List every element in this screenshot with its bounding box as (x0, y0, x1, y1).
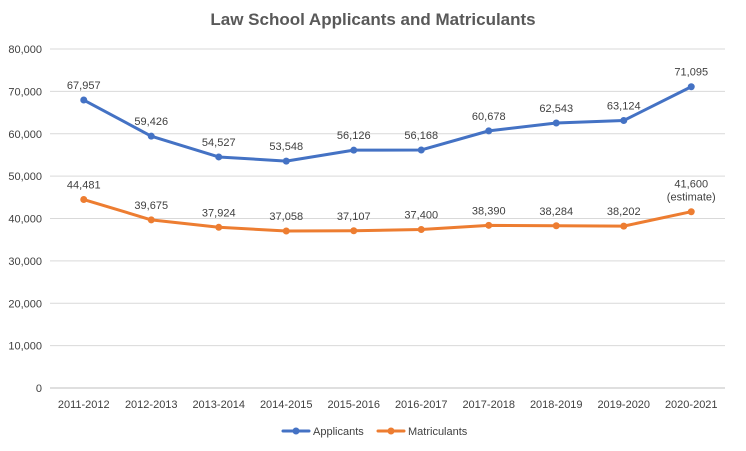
x-tick-label: 2020-2021 (665, 399, 718, 411)
data-point-applicants (147, 132, 155, 140)
data-point-applicants (215, 153, 223, 161)
data-point-matriculants (552, 222, 560, 230)
data-label: 53,548 (269, 141, 303, 153)
series-line-applicants (82, 85, 693, 163)
data-label: 56,126 (337, 130, 371, 142)
y-tick-label: 20,000 (8, 298, 42, 310)
data-label: 54,527 (202, 137, 236, 149)
x-tick-label: 2013-2014 (192, 399, 245, 411)
data-label: 37,924 (202, 207, 236, 219)
data-point-matriculants (215, 223, 223, 231)
data-point-matriculants (485, 221, 493, 229)
data-point-matriculants (147, 216, 155, 224)
legend-label-applicants: Applicants (313, 426, 364, 438)
legend-label-matriculants: Matriculants (408, 426, 468, 438)
x-tick-label: 2018-2019 (530, 399, 583, 411)
data-label: 37,058 (269, 211, 303, 223)
data-point-matriculants (620, 222, 628, 230)
data-point-matriculants (282, 227, 290, 235)
data-point-applicants (350, 146, 358, 154)
data-label: 44,481 (67, 180, 101, 192)
x-tick-label: 2012-2013 (125, 399, 178, 411)
data-label: 38,390 (472, 205, 506, 217)
data-label: 71,095 (674, 67, 708, 79)
x-tick-label: 2014-2015 (260, 399, 313, 411)
x-tick-label: 2016-2017 (395, 399, 448, 411)
y-tick-label: 10,000 (8, 341, 42, 353)
data-label: 63,124 (607, 101, 641, 113)
y-tick-label: 40,000 (8, 214, 42, 226)
data-point-applicants (417, 146, 425, 154)
x-tick-label: 2011-2012 (58, 399, 110, 411)
data-label: 38,284 (539, 206, 573, 218)
y-tick-label: 50,000 (8, 171, 42, 183)
y-tick-label: 30,000 (8, 256, 42, 268)
data-label: 56,168 (404, 130, 438, 142)
data-point-matriculants (687, 208, 695, 216)
data-point-applicants (687, 83, 695, 91)
data-label: 59,426 (134, 116, 168, 128)
data-label: 41,600 (estimate) (667, 179, 716, 204)
series-line-matriculants (82, 198, 693, 233)
data-label: 39,675 (134, 200, 168, 212)
x-tick-label: 2019-2020 (597, 399, 650, 411)
legend-swatch-marker (387, 427, 395, 435)
data-point-applicants (485, 127, 493, 135)
data-label: 37,400 (404, 210, 438, 222)
data-point-applicants (620, 117, 628, 125)
data-point-matriculants (80, 196, 88, 204)
chart-title: Law School Applicants and Matriculants (210, 10, 536, 29)
y-tick-label: 60,000 (8, 129, 42, 141)
data-point-applicants (282, 157, 290, 165)
y-tick-label: 70,000 (8, 86, 42, 98)
data-label: 38,202 (607, 206, 641, 218)
data-point-applicants (552, 119, 560, 127)
data-point-applicants (80, 96, 88, 104)
x-tick-label: 2015-2016 (327, 399, 380, 411)
data-label: 60,678 (472, 111, 506, 123)
legend-swatch-marker (292, 427, 300, 435)
data-label: 62,543 (539, 103, 573, 115)
data-point-matriculants (417, 226, 425, 234)
y-tick-label: 80,000 (8, 44, 42, 56)
data-label: 67,957 (67, 80, 101, 92)
x-tick-label: 2017-2018 (462, 399, 515, 411)
y-tick-label: 0 (36, 383, 42, 395)
data-label: 37,107 (337, 211, 371, 223)
data-point-matriculants (350, 227, 358, 235)
